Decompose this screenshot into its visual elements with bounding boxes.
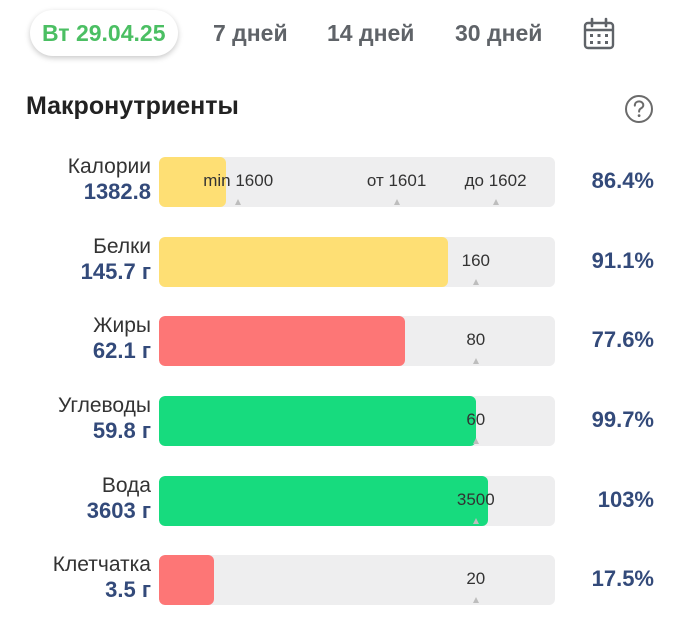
nutrient-value: 1382.8: [83, 179, 151, 204]
progress-track: 160: [159, 237, 555, 287]
target-label: 60: [466, 410, 486, 429]
nutrient-percent: 77.6%: [591, 327, 654, 352]
nutrient-label: Калории 1382.8: [68, 154, 151, 204]
target-label: 20: [466, 569, 486, 588]
tab-30-days[interactable]: 30 дней: [455, 20, 543, 46]
tab-14-days[interactable]: 14 дней: [327, 20, 415, 46]
target-tick-icon: [235, 199, 242, 205]
calendar-icon: [583, 17, 615, 50]
target-tick-icon: [393, 199, 400, 205]
target-tick-icon: [472, 597, 479, 603]
progress-fill: [159, 316, 405, 366]
target-label: до 1602: [464, 171, 527, 190]
progress-track: 20: [159, 555, 555, 605]
nutrient-name: Вода: [101, 474, 151, 497]
progress-fill: [159, 157, 227, 207]
nutrient-value: 62.1 г: [92, 338, 151, 363]
nutrient-name: Белки: [93, 235, 151, 258]
question-circle-icon: [625, 95, 653, 123]
help-button[interactable]: [624, 94, 654, 124]
nutrient-value: 3.5 г: [105, 577, 151, 602]
nutrient-label: Клетчатка 3.5 г: [53, 552, 151, 602]
target-label: от 1601: [366, 171, 427, 190]
progress-track: 3500: [159, 476, 555, 526]
nutrient-percent: 103%: [597, 487, 654, 512]
progress-track: 80: [159, 316, 555, 366]
nutrient-label: Белки 145.7 г: [81, 234, 151, 284]
nutrient-label: Вода 3603 г: [87, 473, 151, 523]
period-tabs: Вт 29.04.25 7 дней 14 дней 30 дней: [28, 10, 658, 58]
nutrient-row[interactable]: Белки 145.7 г 160 91.1%: [0, 234, 680, 294]
progress-fill: [159, 237, 449, 287]
target-tick-icon: [472, 438, 479, 444]
nutrient-label: Углеводы 59.8 г: [58, 393, 151, 443]
nutrient-row[interactable]: Углеводы 59.8 г 60 99.7%: [0, 393, 680, 453]
nutrient-row[interactable]: Калории 1382.8 min 1600 от 1601 до 1602 86.4%: [0, 154, 680, 214]
progress-fill: [159, 476, 488, 526]
target-label: min 1600: [203, 171, 274, 190]
nutrient-name: Калории: [67, 155, 151, 178]
nutrient-value: 3603 г: [86, 498, 151, 523]
nutrient-name: Жиры: [93, 314, 151, 337]
nutrient-value: 59.8 г: [92, 418, 151, 443]
progress-track: min 1600 от 1601 до 1602: [159, 157, 555, 207]
nutrient-percent: 86.4%: [591, 168, 654, 193]
nutrient-name: Клетчатка: [52, 553, 151, 576]
target-tick-icon: [472, 358, 479, 364]
tab-today[interactable]: Вт 29.04.25: [30, 10, 178, 56]
progress-track: 60: [159, 396, 555, 446]
nutrient-value: 145.7 г: [80, 259, 151, 284]
nutrient-percent: 99.7%: [591, 407, 654, 432]
target-label: 3500: [456, 490, 495, 509]
nutrient-row[interactable]: Клетчатка 3.5 г 20 17.5%: [0, 552, 680, 612]
target-label: 160: [461, 251, 490, 270]
nutrient-row[interactable]: Жиры 62.1 г 80 77.6%: [0, 313, 680, 373]
nutrient-percent: 17.5%: [591, 566, 654, 591]
target-tick-icon: [472, 518, 479, 524]
section-title: Макронутриенты: [26, 92, 239, 120]
nutrient-percent: 91.1%: [591, 248, 654, 273]
nutrient-label: Жиры 62.1 г: [93, 313, 151, 363]
target-tick-icon: [492, 199, 499, 205]
nutrient-row[interactable]: Вода 3603 г 3500 103%: [0, 473, 680, 533]
target-label: 80: [466, 330, 486, 349]
calendar-button[interactable]: [582, 17, 616, 51]
tab-7-days[interactable]: 7 дней: [213, 20, 288, 46]
progress-fill: [159, 555, 215, 605]
target-tick-icon: [472, 279, 479, 285]
nutrient-name: Углеводы: [57, 394, 151, 417]
progress-fill: [159, 396, 476, 446]
